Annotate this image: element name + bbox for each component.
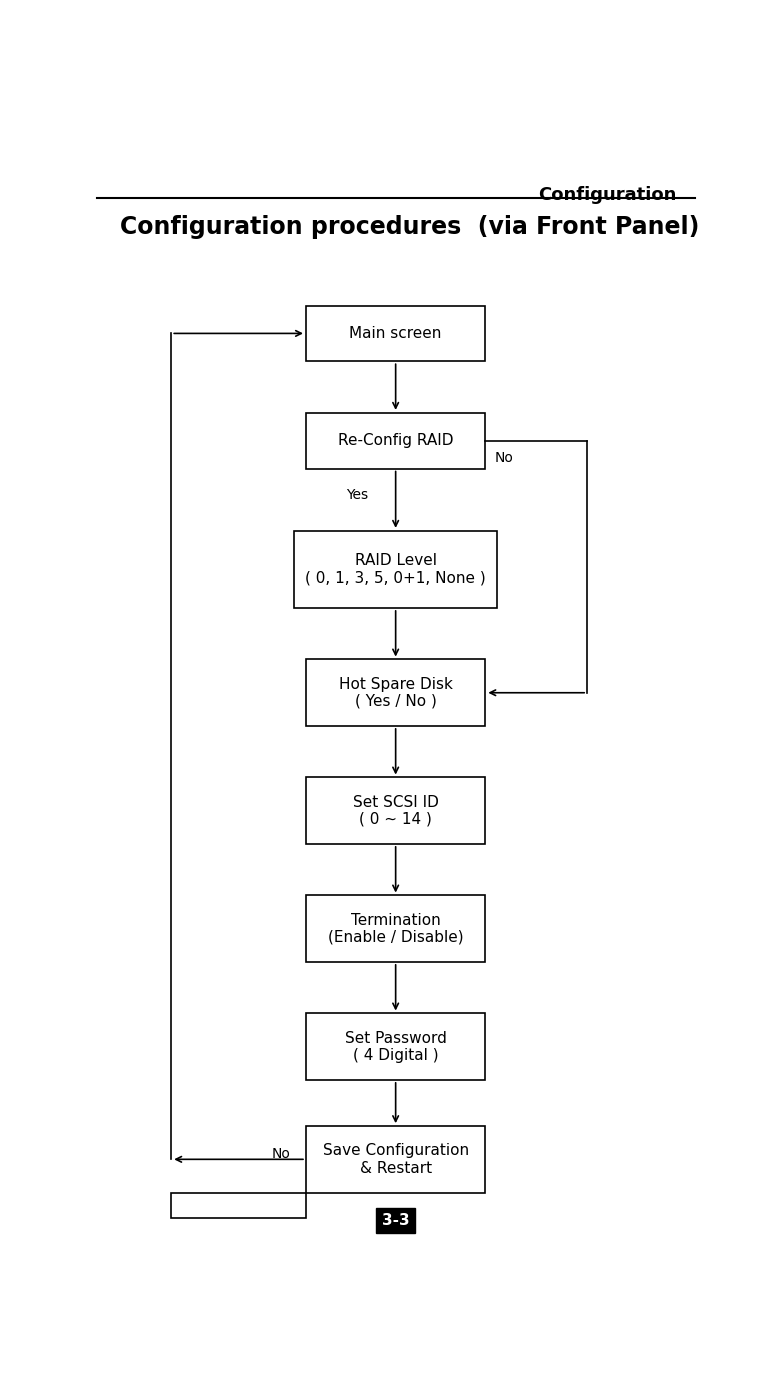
Text: Yes: Yes (346, 489, 367, 503)
FancyBboxPatch shape (306, 659, 486, 726)
Text: Hot Spare Disk
( Yes / No ): Hot Spare Disk ( Yes / No ) (339, 677, 452, 709)
Text: Set SCSI ID
( 0 ~ 14 ): Set SCSI ID ( 0 ~ 14 ) (353, 794, 438, 827)
Text: RAID Level
( 0, 1, 3, 5, 0+1, None ): RAID Level ( 0, 1, 3, 5, 0+1, None ) (305, 553, 486, 585)
FancyBboxPatch shape (306, 305, 486, 361)
FancyBboxPatch shape (306, 1014, 486, 1080)
Text: No: No (272, 1146, 291, 1160)
Text: Yes: Yes (384, 1212, 407, 1226)
FancyBboxPatch shape (306, 777, 486, 844)
Text: No: No (494, 451, 513, 465)
Text: 3-3: 3-3 (382, 1213, 409, 1229)
Text: Configuration: Configuration (539, 187, 677, 205)
FancyBboxPatch shape (306, 896, 486, 963)
Text: Termination
(Enable / Disable): Termination (Enable / Disable) (328, 912, 463, 944)
FancyBboxPatch shape (294, 531, 497, 607)
FancyBboxPatch shape (306, 412, 486, 468)
Text: Configuration procedures  (via Front Panel): Configuration procedures (via Front Pane… (120, 216, 699, 240)
FancyBboxPatch shape (306, 1126, 486, 1192)
Text: Set Password
( 4 Digital ): Set Password ( 4 Digital ) (345, 1031, 446, 1063)
Text: Re-Config RAID: Re-Config RAID (338, 433, 453, 449)
Text: Main screen: Main screen (350, 326, 442, 341)
Text: Save Configuration
& Restart: Save Configuration & Restart (323, 1144, 469, 1176)
